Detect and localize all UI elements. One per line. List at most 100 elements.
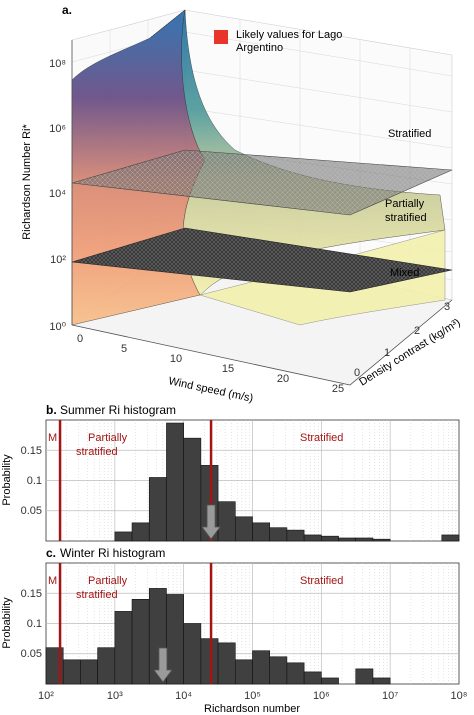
y-tick-label: 0.05 bbox=[21, 648, 42, 660]
regime-label-partially-line1: Partially bbox=[88, 575, 128, 587]
x-tick-label: 10⁷ bbox=[382, 690, 398, 702]
histogram-bar bbox=[252, 522, 271, 542]
histogram-bar bbox=[148, 477, 167, 542]
y-tick-label: 0.1 bbox=[27, 475, 42, 487]
regime-label-partially-line2: stratified bbox=[76, 589, 118, 601]
histogram-bar bbox=[183, 437, 202, 542]
y-axis: 0 1 2 3 bbox=[349, 299, 453, 386]
legend: Likely values for Lago Argentino bbox=[214, 29, 342, 54]
histogram-bar bbox=[131, 522, 150, 542]
panel-a-label: a. bbox=[62, 3, 72, 17]
upper-threshold-plane bbox=[71, 149, 453, 216]
panel-c-label: c. bbox=[46, 546, 56, 560]
histogram-bar bbox=[200, 638, 219, 685]
y-tick-label: 0.15 bbox=[21, 445, 42, 457]
histogram-bar bbox=[131, 598, 150, 685]
histogram-bar bbox=[252, 650, 271, 685]
panel-b-label: b. bbox=[46, 403, 57, 417]
histogram-bar bbox=[114, 611, 133, 685]
panel-c: c. Winter Ri histogram 0.05 0.1 0.15 Pro… bbox=[1, 546, 467, 715]
panel-b-y-label: Probability bbox=[1, 454, 13, 506]
z-axis-label: Richardson Number Ri* bbox=[21, 124, 33, 240]
histogram-bar bbox=[269, 656, 288, 685]
x-tick-label: 10³ bbox=[107, 690, 123, 702]
histogram-bar bbox=[286, 662, 305, 685]
regime-label-stratified: Stratified bbox=[300, 575, 343, 587]
histogram-bar bbox=[338, 537, 357, 542]
y-tick-label: 0.1 bbox=[27, 618, 42, 630]
histogram-bar bbox=[286, 529, 305, 542]
y-tick-label: 0.15 bbox=[21, 588, 42, 600]
panel-c-y-ticks: 0.05 0.1 0.15 bbox=[21, 588, 42, 660]
z-tick-label: 10⁴ bbox=[49, 188, 66, 200]
histogram-bar bbox=[303, 671, 322, 685]
z-tick-label: 10² bbox=[50, 254, 66, 266]
y-tick-label: 1 bbox=[384, 347, 390, 359]
z-tick-label: 10⁶ bbox=[49, 123, 66, 135]
y-tick-label: 2 bbox=[414, 325, 420, 337]
lower-threshold-plane bbox=[71, 227, 453, 293]
x-tick-label: 10⁶ bbox=[313, 690, 330, 702]
z-tick-label: 10⁸ bbox=[49, 58, 66, 70]
regime-label-partially-line1: Partially bbox=[88, 432, 128, 444]
regime-label-mixed: M bbox=[48, 575, 57, 587]
histogram-bar bbox=[321, 535, 339, 542]
panel-c-arrow bbox=[153, 647, 173, 683]
histogram-bar bbox=[166, 422, 184, 542]
panel-c-regime-lines bbox=[58, 563, 213, 684]
region-label-partially-stratified-line2: stratified bbox=[385, 212, 427, 224]
median-arrow bbox=[153, 647, 173, 683]
panel-b-y-ticks: 0.05 0.1 0.15 bbox=[21, 445, 42, 517]
histogram-bar bbox=[441, 534, 460, 542]
x-tick-label: 10⁵ bbox=[244, 690, 261, 702]
histogram-bar bbox=[372, 677, 391, 685]
regime-label-mixed: M bbox=[48, 432, 57, 444]
x-tick-label: 20 bbox=[277, 373, 289, 385]
histogram-bar bbox=[234, 516, 253, 542]
histogram-bar bbox=[183, 623, 202, 685]
histogram-bar bbox=[80, 659, 98, 685]
histogram-bar bbox=[234, 659, 253, 685]
x-axis: 0 5 10 15 20 25 bbox=[71, 324, 351, 395]
region-label-partially-stratified-line1: Partially bbox=[385, 198, 425, 210]
panel-b-arrow bbox=[201, 504, 221, 540]
panel-c-x-ticks: 10² 10³ 10⁴ 10⁵ 10⁶ 10⁷ 10⁸ bbox=[38, 690, 467, 702]
z-axis: 10⁰ 10² 10⁴ 10⁶ 10⁸ bbox=[49, 40, 73, 333]
panel-b-title: Summer Ri histogram bbox=[60, 403, 176, 417]
x-tick-label: 10² bbox=[38, 690, 54, 702]
x-tick-label: 10⁴ bbox=[175, 690, 192, 702]
histogram-bar bbox=[355, 537, 374, 542]
y-tick-label: 0 bbox=[354, 367, 360, 379]
y-tick-label: 0.05 bbox=[21, 505, 42, 517]
histogram-bar bbox=[355, 668, 374, 685]
histogram-bar bbox=[62, 659, 81, 685]
histogram-bar bbox=[321, 677, 339, 685]
panel-c-y-label: Probability bbox=[1, 597, 13, 649]
legend-label-line2: Argentino bbox=[236, 42, 283, 54]
x-tick-label: 10⁸ bbox=[451, 690, 468, 702]
panel-b: b. Summer Ri histogram 0.05 0.1 0.15 Pro… bbox=[1, 403, 460, 542]
x-axis-label: Wind speed (m/s) bbox=[167, 375, 254, 405]
regime-label-partially-line2: stratified bbox=[76, 446, 118, 458]
x-tick-label: 15 bbox=[222, 363, 234, 375]
panel-b-bars bbox=[114, 422, 460, 542]
panel-c-bars bbox=[45, 588, 391, 685]
x-tick-label: 0 bbox=[77, 333, 83, 345]
regime-label-stratified: Stratified bbox=[300, 432, 343, 444]
histogram-bar bbox=[217, 642, 236, 685]
histogram-bar bbox=[217, 501, 236, 542]
legend-swatch bbox=[214, 30, 228, 44]
histogram-bar bbox=[114, 531, 133, 542]
histogram-bar bbox=[372, 538, 391, 542]
median-arrow bbox=[201, 504, 221, 540]
x-tick-label: 5 bbox=[121, 343, 127, 355]
panel-a: a. bbox=[21, 3, 463, 405]
y-tick-label: 3 bbox=[444, 301, 450, 313]
x-tick-label: 10 bbox=[170, 353, 182, 365]
panel-c-title: Winter Ri histogram bbox=[60, 546, 165, 560]
region-label-mixed: Mixed bbox=[390, 267, 419, 279]
z-tick-label: 10⁰ bbox=[49, 321, 66, 333]
histogram-bar bbox=[303, 534, 322, 542]
histogram-bar bbox=[97, 647, 116, 685]
